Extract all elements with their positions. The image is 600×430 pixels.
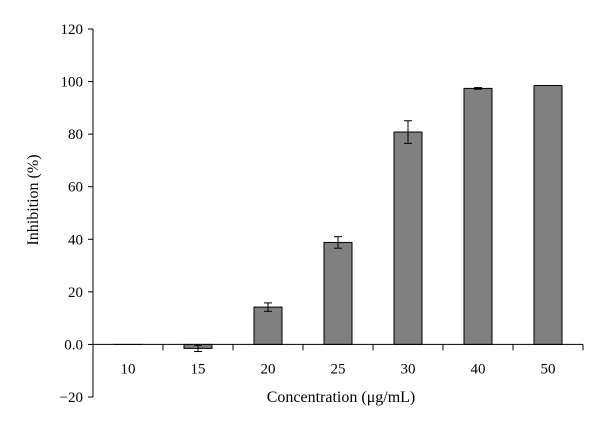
bar [323, 241, 353, 345]
bar [463, 87, 493, 345]
x-tick-label: 40 [471, 361, 486, 377]
y-axis-title: Inhibition (%) [25, 154, 42, 245]
x-axis-title: Concentration (μg/mL) [267, 389, 416, 406]
y-tick-label: 100 [61, 75, 84, 91]
y-tick-label: 20 [68, 285, 83, 301]
x-tick-label: 30 [401, 361, 416, 377]
x-tick-label: 25 [331, 361, 346, 377]
y-tick-label: 120 [61, 22, 84, 38]
bar [533, 85, 563, 345]
bar [393, 131, 423, 345]
x-tick-label: 10 [121, 361, 136, 377]
y-tick-label: 60 [68, 180, 83, 196]
y-ticks-group: −20 0.0 20 40 60 80 100 120 [60, 22, 93, 406]
bar [253, 306, 283, 345]
y-tick-label: 40 [68, 232, 83, 248]
y-tick-label: 80 [68, 127, 83, 143]
bars-group [113, 85, 563, 349]
x-tick-label: 50 [541, 361, 556, 377]
x-tick-label: 15 [191, 361, 206, 377]
x-ticks-group: 10 15 20 25 30 40 50 [92, 344, 584, 377]
y-tick-label: −20 [60, 390, 83, 406]
error-bars-group [194, 87, 482, 353]
x-tick-label: 20 [261, 361, 276, 377]
y-tick-label: 0.0 [64, 337, 83, 353]
axes-group [92, 29, 583, 397]
